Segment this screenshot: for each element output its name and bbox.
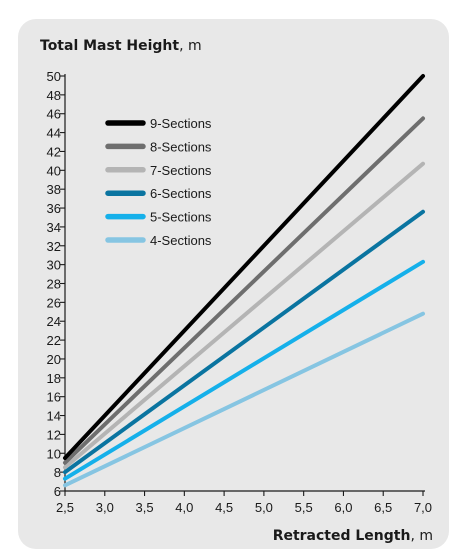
x-axis-title: Retracted Length, m [273, 528, 433, 544]
x-tick-label: 4,0 [175, 500, 193, 515]
y-tick-label: 46 [47, 107, 61, 122]
y-tick-label: 20 [47, 352, 61, 367]
legend-label: 6-Sections [150, 186, 212, 201]
y-tick-label: 50 [47, 69, 61, 84]
y-tick-label: 22 [47, 333, 61, 348]
y-tick-label: 14 [47, 409, 61, 424]
axes: 6 8 10 12 14 16 18 20 22 24 26 28 30 32 34 36 38 40 42 44 46… [47, 69, 433, 515]
legend: 9-Sections 8-Sections 7-Sections 6-Sections… [105, 116, 212, 248]
legend-label: 4-Sections [150, 233, 212, 248]
x-tick-label: 2,5 [56, 500, 74, 515]
x-axis-unit: , m [410, 528, 433, 544]
y-axis-label: Total Mast Height [40, 38, 179, 54]
y-tick-label: 40 [47, 163, 61, 178]
x-axis-label: Retracted Length [273, 528, 411, 544]
x-tick-label: 5,5 [295, 500, 313, 515]
y-tick-label: 24 [47, 314, 61, 329]
legend-label: 9-Sections [150, 116, 212, 131]
x-tick-label: 3,5 [136, 500, 154, 515]
y-axis-title: Total Mast Height, m [40, 38, 202, 54]
chart-panel [18, 19, 449, 549]
y-tick-label: 26 [47, 295, 61, 310]
series-line-8-sections [63, 116, 425, 465]
y-tick-label: 44 [47, 126, 61, 141]
y-tick-label: 12 [47, 427, 61, 442]
y-tick-label: 48 [47, 88, 61, 103]
x-tick-label: 6,0 [334, 500, 352, 515]
y-axis-unit: , m [179, 38, 202, 54]
y-tick-label: 38 [47, 182, 61, 197]
x-tick-label: 3,0 [96, 500, 114, 515]
series-lines [63, 74, 425, 488]
legend-label: 8-Sections [150, 139, 212, 154]
y-tick-label: 10 [47, 446, 61, 461]
y-tick-label: 30 [47, 258, 61, 273]
x-tick-label: 7,0 [414, 500, 432, 515]
legend-label: 5-Sections [150, 210, 212, 225]
y-tick-label: 8 [54, 465, 61, 480]
series-line-7-sections [63, 161, 425, 470]
x-tick-label: 5,0 [255, 500, 273, 515]
series-line-4-sections [63, 311, 425, 488]
y-tick-label: 34 [47, 220, 61, 235]
y-tick-label: 42 [47, 144, 61, 159]
x-tick-label: 4,5 [215, 500, 233, 515]
series-line-9-sections [63, 74, 425, 460]
y-tick-label: 16 [47, 390, 61, 405]
series-line-6-sections [63, 209, 425, 475]
y-tick-label: 32 [47, 239, 61, 254]
x-tick-label: 6,5 [374, 500, 392, 515]
y-tick-label: 6 [54, 484, 61, 499]
y-tick-label: 36 [47, 201, 61, 216]
legend-label: 7-Sections [150, 163, 212, 178]
y-tick-label: 18 [47, 371, 61, 386]
y-tick-label: 28 [47, 277, 61, 292]
series-line-5-sections [63, 259, 425, 481]
